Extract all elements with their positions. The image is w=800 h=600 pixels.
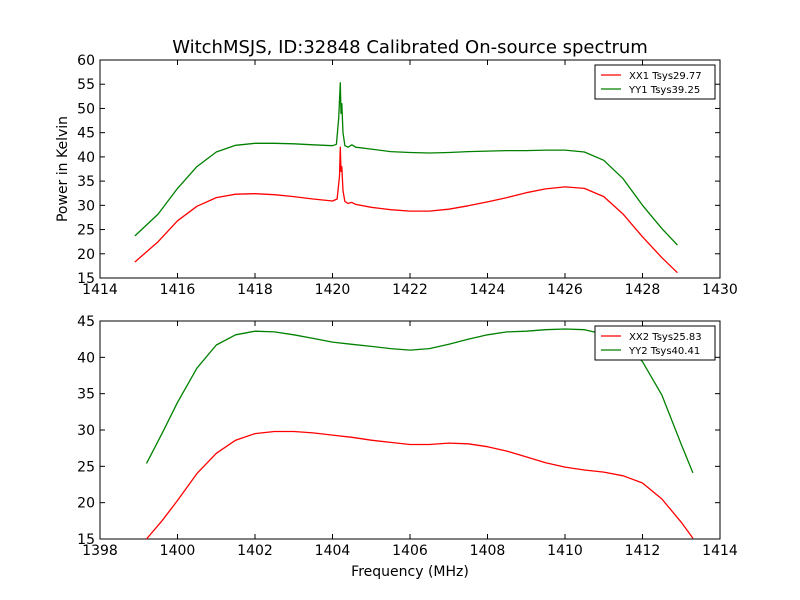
x-tick-label: 1412 (625, 543, 661, 559)
figure-title: WitchMSJS, ID:32848 Calibrated On-source… (172, 37, 648, 58)
x-tick-label: 1406 (392, 543, 428, 559)
y-tick-label: 20 (77, 247, 95, 263)
legend-entry-label: YY1 Tsys39.25 (628, 85, 700, 96)
y-tick-label: 25 (77, 459, 95, 475)
x-tick-label: 1426 (547, 282, 583, 298)
bottom-spectrum-panel: 1398 1400 1402 1404 1406 1408 1410 1412 1414 15 20… (77, 314, 738, 580)
y-tick-label: 60 (77, 53, 95, 69)
legend-entry-label: YY2 Tsys40.41 (628, 346, 700, 357)
y-tick-label: 40 (77, 350, 95, 366)
x-tick-label: 1402 (237, 543, 273, 559)
y-tick-label: 15 (77, 271, 95, 287)
y-tick-label: 50 (77, 101, 95, 117)
x-tick-label: 1420 (315, 282, 351, 298)
x-tick-label: 1404 (315, 543, 351, 559)
x-tick-label: 1400 (160, 543, 196, 559)
x-tick-label: 1430 (702, 282, 738, 298)
x-tick-label: 1416 (160, 282, 196, 298)
y-tick-label: 35 (77, 387, 95, 403)
x-tick-label: 1424 (470, 282, 506, 298)
x-tick-label: 1418 (237, 282, 273, 298)
y-tick-label: 30 (77, 198, 95, 214)
x-axis-label: Frequency (MHz) (351, 564, 469, 580)
y-tick-label: 30 (77, 423, 95, 439)
y-tick-label: 15 (77, 532, 95, 548)
legend-box (594, 64, 716, 100)
series-line-xx2 (146, 430, 694, 540)
legend-entry-label: XX1 Tsys29.77 (629, 71, 702, 82)
x-tick-label: 1410 (547, 543, 583, 559)
x-tick-label: 1398 (82, 543, 118, 559)
legend-box (594, 325, 716, 361)
y-tick-label: 40 (77, 150, 95, 166)
y-tick-label: 55 (77, 77, 95, 93)
y-tick-label: 45 (77, 126, 95, 142)
x-tick-label: 1414 (702, 543, 738, 559)
x-tick-label: 1422 (392, 282, 428, 298)
y-tick-label: 45 (77, 314, 95, 330)
y-axis-label: Power in Kelvin (55, 116, 71, 222)
y-tick-label: 35 (77, 174, 95, 190)
x-tick-label: 1408 (470, 543, 506, 559)
series-line-yy1 (134, 82, 678, 246)
legend: XX2 Tsys25.83 YY2 Tsys40.41 (594, 325, 716, 361)
x-tick-label: 1428 (625, 282, 661, 298)
legend-entry-label: XX2 Tsys25.83 (629, 332, 702, 343)
legend: XX1 Tsys29.77 YY1 Tsys39.25 (594, 64, 716, 100)
x-tick-label: 1414 (82, 282, 118, 298)
series-line-xx1 (134, 146, 678, 274)
top-spectrum-panel: 1414 1416 1418 1420 1422 1424 1426 1428 1430 15 20… (55, 53, 738, 298)
y-tick-label: 25 (77, 223, 95, 239)
y-tick-label: 20 (77, 496, 95, 512)
